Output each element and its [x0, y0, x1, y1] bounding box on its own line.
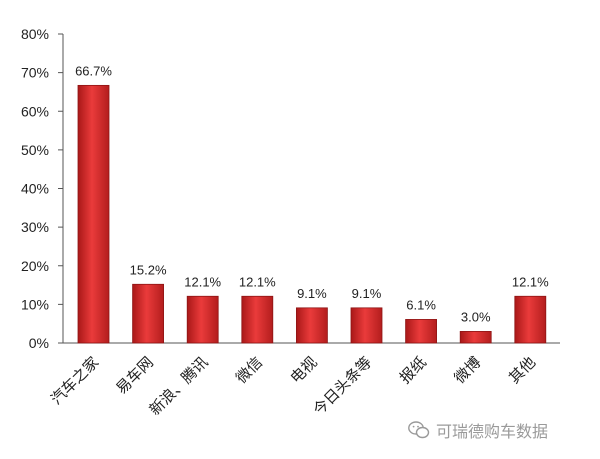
y-tick-label: 0% — [29, 335, 49, 351]
category-label: 微博 — [451, 353, 485, 387]
y-tick-label: 70% — [21, 65, 49, 81]
data-label: 12.1% — [239, 274, 276, 289]
y-tick-label: 30% — [21, 219, 49, 235]
y-tick-label: 80% — [21, 26, 49, 42]
y-tick-label: 50% — [21, 142, 49, 158]
data-label: 3.0% — [461, 309, 491, 324]
watermark: 可瑞德购车数据 — [408, 418, 548, 442]
data-label: 9.1% — [352, 286, 382, 301]
data-label: 12.1% — [512, 274, 549, 289]
bar — [405, 319, 438, 344]
data-label: 15.2% — [130, 262, 167, 277]
category-label: 其他 — [505, 353, 539, 387]
bar — [514, 295, 547, 344]
data-label: 6.1% — [406, 297, 436, 312]
bar — [241, 295, 274, 344]
category-label: 微信 — [232, 353, 266, 387]
category-label: 易车网 — [112, 353, 157, 398]
watermark-text: 可瑞德购车数据 — [436, 422, 549, 441]
bar — [295, 307, 328, 344]
y-tick-label: 40% — [21, 181, 49, 197]
y-tick-label: 20% — [21, 258, 49, 274]
bar — [186, 295, 219, 344]
category-label: 电视 — [287, 353, 321, 387]
y-tick-label: 60% — [21, 103, 49, 119]
category-label: 汽车之家 — [47, 353, 102, 408]
data-label: 12.1% — [184, 274, 221, 289]
bar — [459, 331, 492, 344]
bar — [350, 307, 383, 344]
y-tick-label: 10% — [21, 296, 49, 312]
category-label: 今日头条等 — [310, 353, 376, 419]
category-label: 新浪、腾讯 — [146, 353, 212, 419]
data-label: 66.7% — [75, 63, 112, 78]
bar — [132, 283, 165, 344]
bar — [77, 84, 110, 344]
category-label: 报纸 — [396, 353, 430, 387]
wechat-icon — [408, 421, 430, 439]
data-label: 9.1% — [297, 286, 327, 301]
